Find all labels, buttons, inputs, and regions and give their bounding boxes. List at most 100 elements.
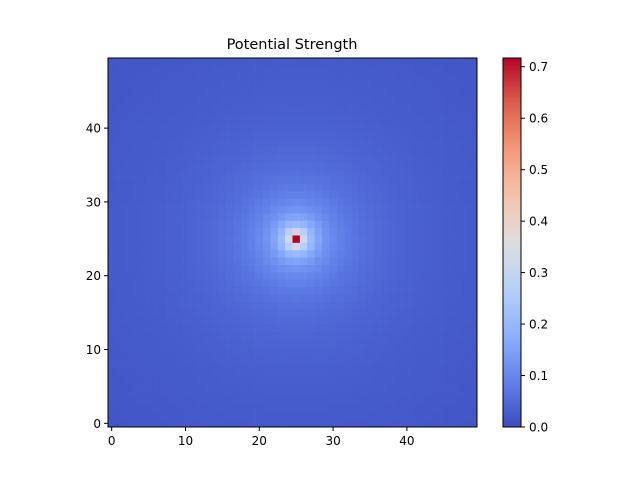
heatmap-cell <box>233 65 242 74</box>
heatmap-cell <box>403 249 411 258</box>
heatmap-cell <box>440 190 448 199</box>
heatmap-cell <box>248 65 256 74</box>
heatmap-cell <box>425 139 434 147</box>
heatmap-cell <box>403 412 411 420</box>
heatmap-cell <box>189 190 197 199</box>
heatmap-cell <box>248 323 256 332</box>
heatmap-cell <box>440 249 448 258</box>
heatmap-cell <box>218 272 227 280</box>
heatmap-cell <box>248 242 256 251</box>
heatmap-cell <box>469 404 478 413</box>
heatmap-cell <box>395 338 404 347</box>
heatmap-cell <box>159 331 168 339</box>
heatmap-cell <box>410 168 419 177</box>
heatmap-cell <box>469 153 478 162</box>
heatmap-cell <box>248 404 256 413</box>
heatmap-cell <box>196 375 205 384</box>
heatmap-cell <box>299 360 308 369</box>
heatmap-cell <box>373 235 382 243</box>
heatmap-cell <box>277 375 286 384</box>
heatmap-cell <box>152 176 161 184</box>
heatmap-cell <box>174 139 183 147</box>
heatmap-cell <box>159 117 168 125</box>
heatmap-cell <box>211 227 220 236</box>
heatmap-cell <box>218 345 227 354</box>
heatmap-cell <box>196 131 205 140</box>
heatmap-cell <box>381 397 389 406</box>
heatmap-cell <box>108 331 116 339</box>
heatmap-cell <box>159 353 168 361</box>
heatmap-cell <box>336 205 345 214</box>
heatmap-cell <box>255 412 264 420</box>
heatmap-cell <box>395 58 404 66</box>
heatmap-cell <box>329 205 338 214</box>
heatmap-cell <box>299 249 308 258</box>
heatmap-cell <box>344 161 352 170</box>
heatmap-cell <box>425 212 434 221</box>
heatmap-cell <box>262 279 271 288</box>
heatmap-cell <box>358 65 367 74</box>
heatmap-cell <box>388 131 397 140</box>
heatmap-cell <box>462 227 470 236</box>
heatmap-cell <box>329 190 338 199</box>
heatmap-cell <box>388 176 397 184</box>
heatmap-cell <box>432 257 441 265</box>
heatmap-cell <box>462 360 470 369</box>
heatmap-cell <box>174 161 183 170</box>
heatmap-cell <box>181 390 190 398</box>
heatmap-cell <box>403 190 411 199</box>
heatmap-cell <box>226 139 234 147</box>
heatmap-cell <box>189 367 197 376</box>
heatmap-cell <box>447 102 456 111</box>
heatmap-cell <box>403 301 411 310</box>
heatmap-cell <box>410 131 419 140</box>
heatmap-cell <box>366 316 375 325</box>
heatmap-cell <box>381 87 389 96</box>
heatmap-cell <box>122 65 131 74</box>
heatmap-cell <box>285 249 293 258</box>
heatmap-cell <box>432 308 441 317</box>
heatmap-cell <box>159 412 168 420</box>
heatmap-cell <box>395 301 404 310</box>
heatmap-cell <box>196 102 205 111</box>
heatmap-cell <box>122 301 131 310</box>
heatmap-cell <box>462 345 470 354</box>
heatmap-cell <box>344 227 352 236</box>
heatmap-cell <box>130 220 138 229</box>
heatmap-cell <box>314 294 323 302</box>
heatmap-cell <box>336 353 345 361</box>
heatmap-cell <box>248 72 256 81</box>
heatmap-cell <box>292 257 301 265</box>
heatmap-cell <box>277 286 286 295</box>
heatmap-cell <box>395 183 404 192</box>
heatmap-cell <box>454 190 463 199</box>
heatmap-cell <box>255 124 264 133</box>
heatmap-cell <box>462 419 470 428</box>
heatmap-cell <box>144 153 153 162</box>
heatmap-cell <box>314 316 323 325</box>
heatmap-cell <box>270 249 279 258</box>
heatmap-cell <box>211 176 220 184</box>
heatmap-cell <box>351 235 360 243</box>
heatmap-cell <box>218 279 227 288</box>
heatmap-cell <box>115 257 124 265</box>
heatmap-cell <box>130 94 138 103</box>
heatmap-cell <box>277 102 286 111</box>
heatmap-cell <box>203 301 212 310</box>
heatmap-cell <box>270 168 279 177</box>
heatmap-cell <box>417 353 426 361</box>
heatmap-cell <box>314 72 323 81</box>
heatmap-cell <box>122 87 131 96</box>
heatmap-cell <box>203 257 212 265</box>
heatmap-cell <box>307 308 315 317</box>
heatmap-cell <box>329 212 338 221</box>
heatmap-cell <box>248 331 256 339</box>
heatmap-cell <box>255 242 264 251</box>
heatmap-cell <box>196 294 205 302</box>
heatmap-cell <box>159 102 168 111</box>
heatmap-cell <box>358 227 367 236</box>
heatmap-cell <box>299 72 308 81</box>
heatmap-cell <box>159 153 168 162</box>
heatmap-cell <box>403 367 411 376</box>
heatmap-cell <box>469 294 478 302</box>
